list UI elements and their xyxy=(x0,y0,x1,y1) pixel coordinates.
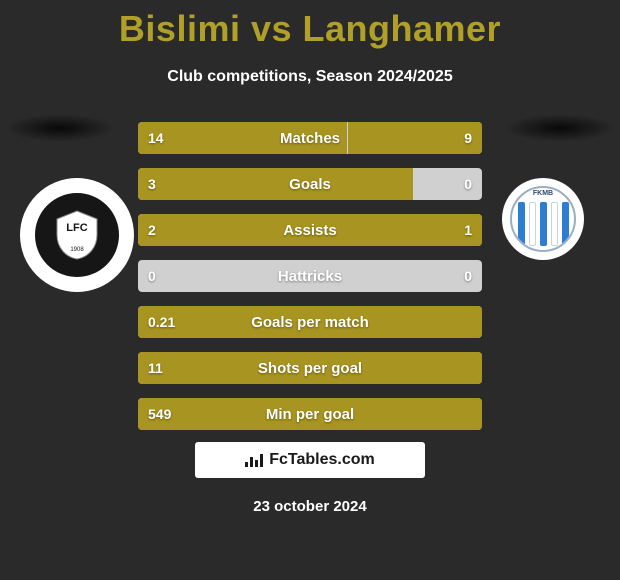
stat-fill-right xyxy=(367,214,482,246)
stat-fill-left xyxy=(138,352,482,384)
stat-row: Min per goal549 xyxy=(138,398,482,430)
crest-right-inner: FKMB xyxy=(510,186,576,252)
stat-row: Goals per match0.21 xyxy=(138,306,482,338)
stat-row: Goals30 xyxy=(138,168,482,200)
footer-date: 23 october 2024 xyxy=(0,498,620,515)
bar-chart-icon xyxy=(245,453,263,467)
subtitle: Club competitions, Season 2024/2025 xyxy=(0,68,620,86)
crest-left-inner: LFC 1908 xyxy=(31,189,123,281)
page-title: Bislimi vs Langhamer xyxy=(0,0,620,50)
footer-brand-badge[interactable]: FcTables.com xyxy=(195,442,425,478)
footer-brand-text: FcTables.com xyxy=(269,451,375,469)
stat-track xyxy=(138,214,482,246)
svg-text:1908: 1908 xyxy=(70,247,84,253)
stat-fill-left xyxy=(138,122,347,154)
crest-left: LFC 1908 xyxy=(20,178,134,292)
stripes-icon xyxy=(516,202,570,246)
crest-left-abbr: LFC xyxy=(66,222,87,234)
stat-fill-left xyxy=(138,398,482,430)
stat-fill-left xyxy=(138,214,367,246)
stat-track xyxy=(138,352,482,384)
stat-track xyxy=(138,122,482,154)
stat-row: Assists21 xyxy=(138,214,482,246)
shield-icon: LFC 1908 xyxy=(49,207,105,263)
stat-fill-right xyxy=(348,122,483,154)
shadow-left xyxy=(4,114,116,142)
crest-right: FKMB xyxy=(502,178,584,260)
stat-row: Hattricks00 xyxy=(138,260,482,292)
stat-fill-left xyxy=(138,168,413,200)
stat-row: Matches149 xyxy=(138,122,482,154)
shadow-right xyxy=(504,114,616,142)
stat-track xyxy=(138,306,482,338)
stat-bars: Matches149 Goals30 Assists21 Hattricks00 Goa… xyxy=(138,122,482,444)
stat-track xyxy=(138,260,482,292)
stat-track xyxy=(138,398,482,430)
stat-fill-left xyxy=(138,306,482,338)
stat-row: Shots per goal11 xyxy=(138,352,482,384)
stat-track xyxy=(138,168,482,200)
crest-right-abbr: FKMB xyxy=(512,190,574,197)
